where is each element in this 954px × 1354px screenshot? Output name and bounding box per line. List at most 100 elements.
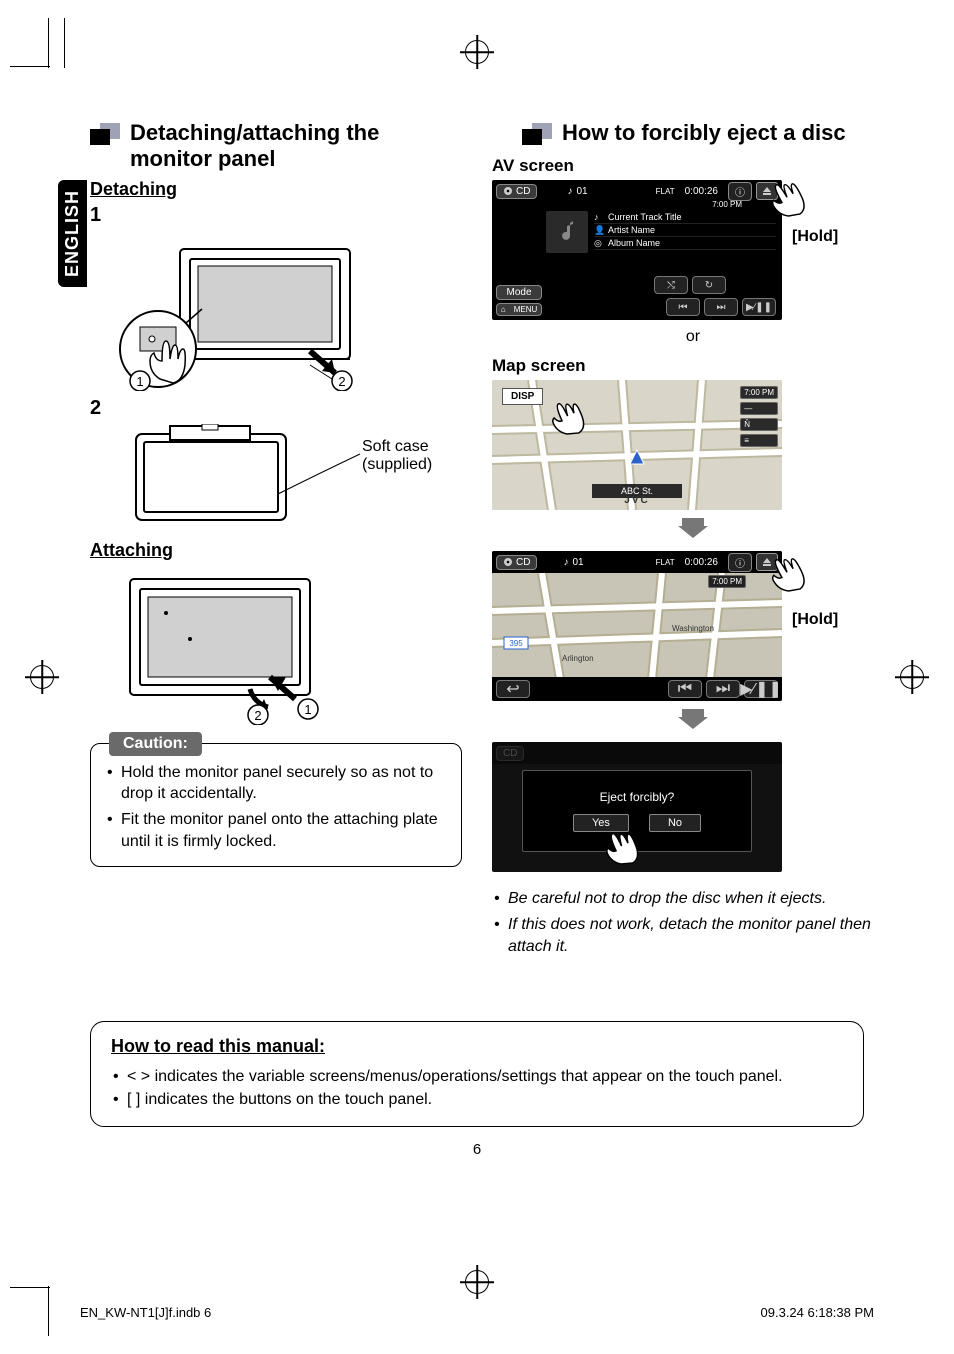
- how-to-read-heading: How to read this manual:: [111, 1036, 843, 1057]
- caution-badge: Caution:: [109, 732, 202, 756]
- play-pause-button[interactable]: ▶∕❚❚: [744, 680, 778, 698]
- repeat-button[interactable]: ↻: [692, 276, 726, 294]
- track-title: Current Track Title: [608, 212, 682, 222]
- or-label: or: [492, 328, 894, 346]
- source-pill[interactable]: CD: [496, 184, 537, 199]
- svg-text:1: 1: [304, 702, 311, 717]
- clock-label: 7:00 PM: [492, 200, 782, 209]
- down-arrow-icon: [492, 707, 894, 736]
- next-button[interactable]: ⏭: [706, 680, 740, 698]
- artist-name: Artist Name: [608, 225, 655, 235]
- section-icon: [90, 123, 120, 145]
- av-screen: CD ♪ 01 FLAT 0:00:26 ⓘ 7:00 PM: [492, 180, 782, 320]
- track-number: 01: [576, 186, 587, 197]
- mode-button[interactable]: Mode: [496, 285, 542, 300]
- language-tab: ENGLISH: [58, 180, 87, 287]
- crop-mark: [48, 1286, 49, 1336]
- map-scale-icon[interactable]: —: [740, 402, 778, 415]
- map-clock: 7:00 PM: [740, 386, 778, 399]
- crop-mark: [48, 18, 49, 68]
- pointer-hand-icon: [768, 549, 818, 599]
- section-heading-eject: How to forcibly eject a disc: [522, 120, 894, 146]
- registration-mark-right: [900, 665, 924, 689]
- dialog-no-button[interactable]: No: [649, 814, 701, 832]
- how-to-read-item: < > indicates the variable screens/menus…: [111, 1065, 843, 1088]
- footer-file: EN_KW-NT1[J]f.indb 6: [80, 1305, 211, 1320]
- subheading-attaching: Attaching: [90, 540, 462, 561]
- down-arrow-icon: [492, 516, 894, 545]
- caution-box: Caution: Hold the monitor panel securely…: [90, 743, 462, 867]
- registration-mark-left: [30, 665, 54, 689]
- marker-2: 2: [338, 374, 345, 389]
- svg-text:Washington: Washington: [672, 624, 714, 633]
- menu-button[interactable]: ⌂ MENU: [496, 303, 542, 316]
- eq-label: FLAT: [656, 187, 675, 196]
- shuffle-icon: ⤭: [667, 280, 675, 291]
- av-screen-label: AV screen: [492, 156, 894, 176]
- back-button[interactable]: ↩: [496, 680, 530, 698]
- source-label: CD: [516, 186, 530, 197]
- prev-icon: ⏮: [678, 680, 692, 698]
- map-screen: ABC St. DISP 7:00 PM — N̂ ≡ JVC: [492, 380, 782, 510]
- disc-icon: [503, 557, 513, 567]
- pointer-hand-icon: [768, 174, 818, 224]
- artist-icon: 👤: [594, 225, 604, 235]
- map-screen-label: Map screen: [492, 356, 894, 376]
- info-pill[interactable]: ⓘ: [728, 182, 752, 201]
- map-badges: 7:00 PM — N̂ ≡: [740, 386, 778, 447]
- elapsed-time: 0:00:26: [685, 557, 718, 568]
- heading-text: Detaching/attaching the monitor panel: [130, 120, 462, 173]
- heading-text: How to forcibly eject a disc: [562, 120, 846, 146]
- disc-icon: [503, 186, 513, 196]
- svg-text:Arlington: Arlington: [562, 654, 594, 663]
- crop-mark: [10, 1287, 50, 1288]
- map-screenshot-wrap: ABC St. DISP 7:00 PM — N̂ ≡ JVC: [492, 380, 894, 510]
- illustration-detaching-2: Soft case (supplied): [110, 424, 462, 534]
- pointer-hand-icon: [548, 394, 594, 440]
- track-number: 01: [572, 557, 583, 568]
- info-pill[interactable]: ⓘ: [728, 553, 752, 572]
- marker-1: 1: [136, 374, 143, 389]
- section-heading-detach: Detaching/attaching the monitor panel: [90, 120, 462, 173]
- prev-button[interactable]: ⏮: [666, 298, 700, 316]
- map-av-overlay-screen: Arlington Washington 395 CD ♪ 01: [492, 551, 782, 701]
- softcase-label: Soft case (supplied): [362, 438, 462, 474]
- next-icon: ⏭: [717, 302, 726, 313]
- eq-label: FLAT: [656, 558, 675, 567]
- eject-dialog-wrap: CD Eject forcibly? Yes No: [492, 742, 894, 872]
- source-label: CD: [516, 557, 530, 568]
- disp-button[interactable]: DISP: [502, 388, 543, 405]
- home-icon: ⌂: [501, 305, 506, 314]
- crop-mark: [10, 66, 50, 67]
- next-button[interactable]: ⏭: [704, 298, 738, 316]
- play-pause-button[interactable]: ▶∕❚❚: [742, 298, 776, 316]
- page-number: 6: [60, 1141, 894, 1158]
- map-north-icon[interactable]: N̂: [740, 418, 778, 431]
- svg-text:2: 2: [254, 708, 261, 723]
- album-name: Album Name: [608, 238, 660, 248]
- menu-label: MENU: [514, 305, 538, 314]
- note-item: If this does not work, detach the monito…: [492, 914, 894, 957]
- album-icon: ◎: [594, 238, 604, 248]
- note-icon: ♪: [563, 557, 568, 568]
- caution-item: Hold the monitor panel securely so as no…: [105, 762, 447, 805]
- album-art: [546, 211, 588, 253]
- dialog-text: Eject forcibly?: [600, 790, 675, 804]
- footer-timestamp: 09.3.24 6:18:38 PM: [761, 1305, 874, 1320]
- prev-button[interactable]: ⏮: [668, 680, 702, 698]
- caution-list: Hold the monitor panel securely so as no…: [105, 762, 447, 852]
- step-1-label: 1: [90, 204, 462, 227]
- how-to-read-box: How to read this manual: < > indicates t…: [90, 1021, 864, 1126]
- overlay-clock: 7:00 PM: [708, 575, 746, 588]
- note-item: Be careful not to drop the disc when it …: [492, 888, 894, 910]
- map-menu-icon[interactable]: ≡: [740, 434, 778, 447]
- map-overlay-roads: Arlington Washington 395: [492, 573, 782, 679]
- map-overlay-wrap: Arlington Washington 395 CD ♪ 01: [492, 551, 894, 701]
- step-2-label: 2: [90, 397, 462, 420]
- shuffle-button[interactable]: ⤭: [654, 276, 688, 294]
- next-icon: ⏭: [716, 680, 730, 698]
- source-pill-dim: CD: [496, 746, 524, 761]
- illustration-attaching: 1 2: [110, 565, 462, 725]
- source-pill[interactable]: CD: [496, 555, 537, 570]
- section-icon: [522, 123, 552, 145]
